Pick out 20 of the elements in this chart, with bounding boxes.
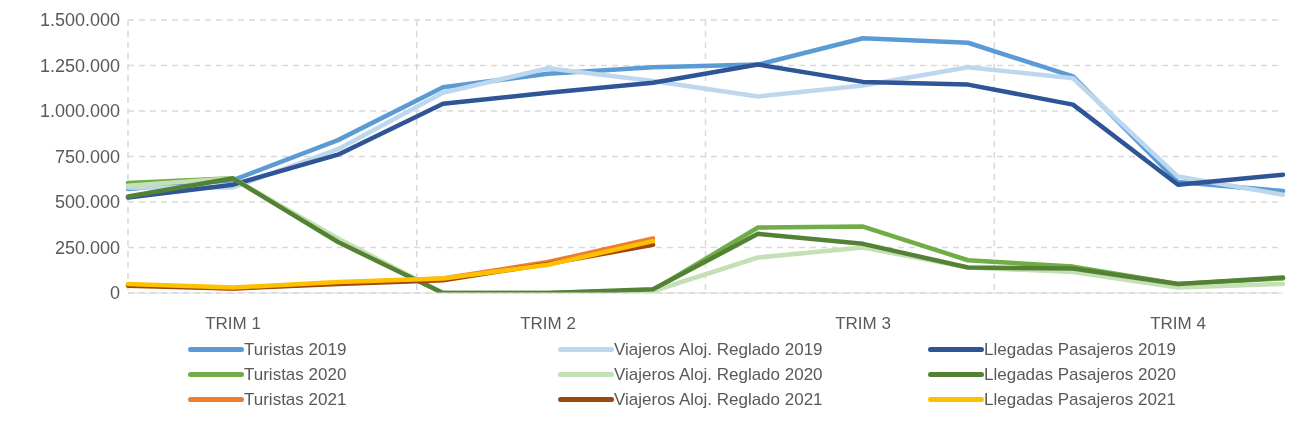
x-tick-label: TRIM 4 bbox=[1150, 314, 1206, 334]
x-tick-label: TRIM 2 bbox=[520, 314, 576, 334]
x-tick-label: TRIM 1 bbox=[205, 314, 261, 334]
legend-label: Turistas 2019 bbox=[244, 339, 347, 360]
legend-label: Viajeros Aloj. Reglado 2020 bbox=[614, 364, 823, 385]
legend-label: Turistas 2020 bbox=[244, 364, 347, 385]
y-tick-label: 0 bbox=[109, 283, 120, 304]
y-tick-label: 750.000 bbox=[54, 146, 120, 167]
legend-label: Turistas 2021 bbox=[244, 389, 347, 410]
legend-label: Viajeros Aloj. Reglado 2019 bbox=[614, 339, 823, 360]
y-tick-label: 1.000.000 bbox=[39, 101, 120, 122]
y-tick-label: 500.000 bbox=[54, 192, 120, 213]
y-tick-label: 1.250.000 bbox=[39, 55, 120, 76]
y-tick-label: 250.000 bbox=[54, 237, 120, 258]
x-tick-label: TRIM 3 bbox=[835, 314, 891, 334]
legend-label: Viajeros Aloj. Reglado 2021 bbox=[614, 389, 823, 410]
legend-label: Llegadas Pasajeros 2020 bbox=[984, 364, 1176, 385]
y-tick-label: 1.500.000 bbox=[39, 10, 120, 31]
legend-label: Llegadas Pasajeros 2019 bbox=[984, 339, 1176, 360]
legend-label: Llegadas Pasajeros 2021 bbox=[984, 389, 1176, 410]
